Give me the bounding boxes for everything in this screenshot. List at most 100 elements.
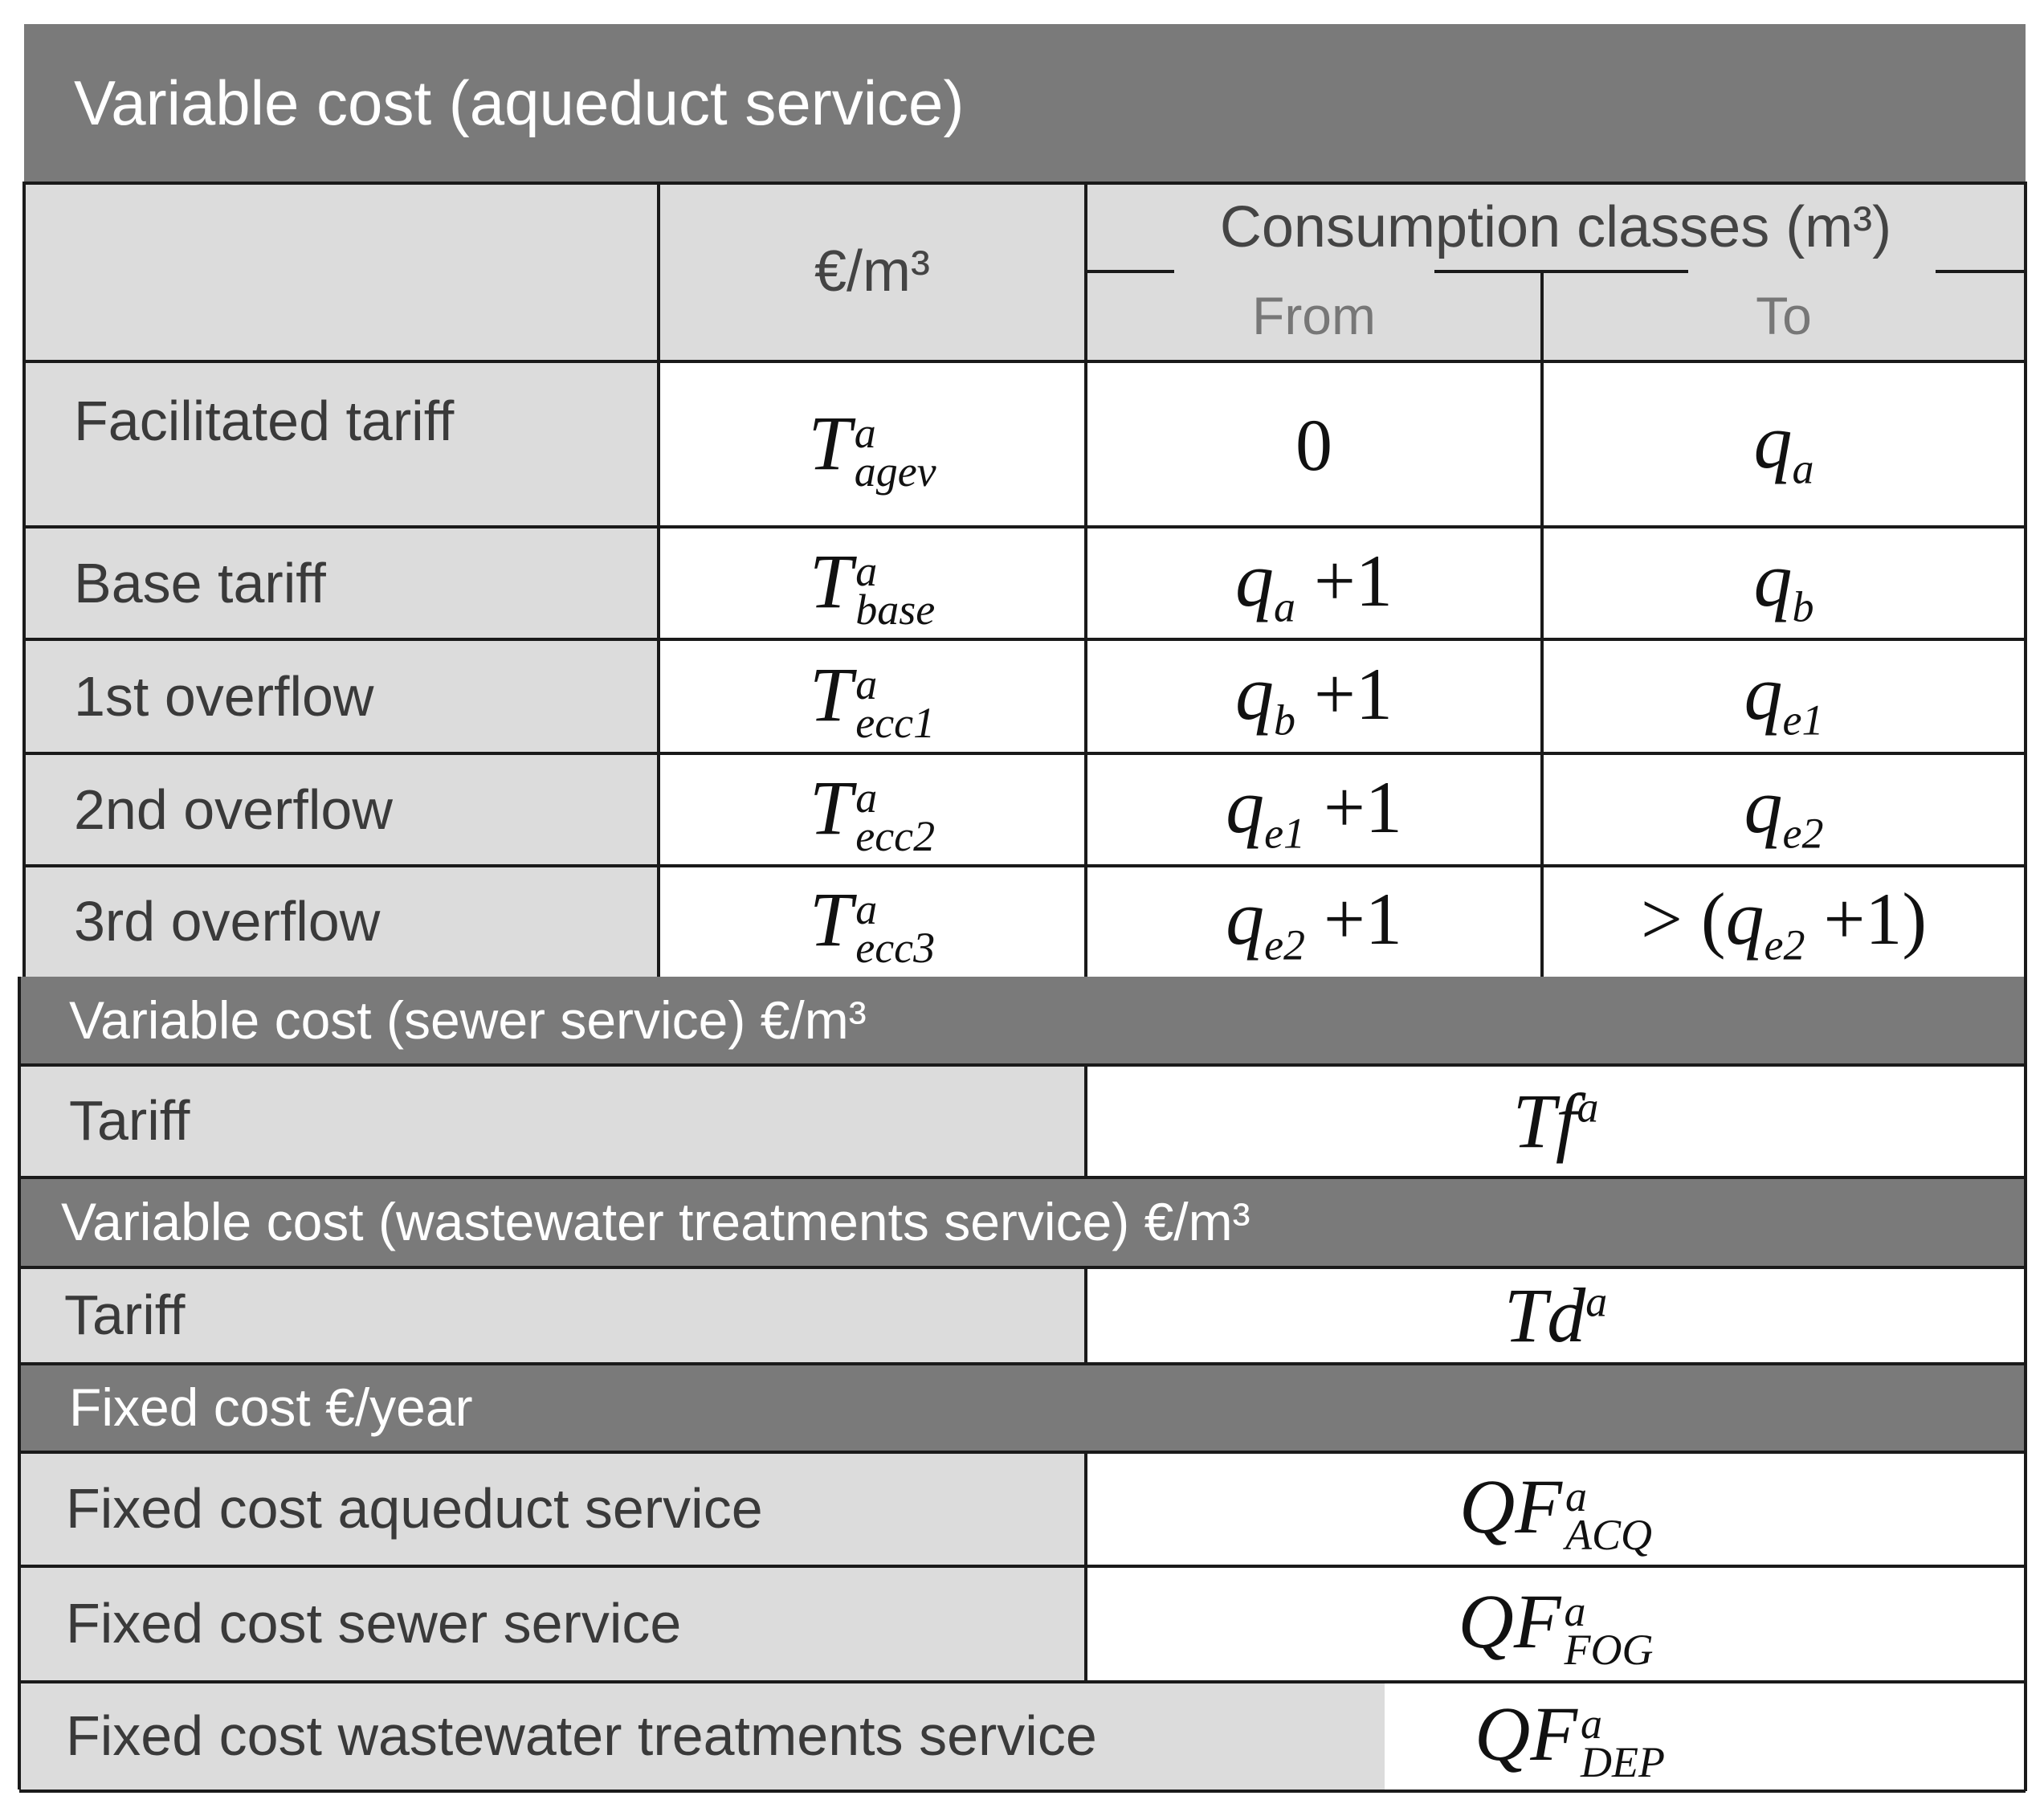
h-rule <box>19 1790 2026 1793</box>
row-to-value: > (qe2 +1) <box>1641 873 1927 969</box>
h-rule <box>19 1266 2026 1269</box>
row-from-cell: qe1 +1 <box>1086 753 1542 866</box>
h-rule <box>19 1176 2026 1179</box>
v-rule <box>18 977 21 1790</box>
sewer-header-band: Variable cost (sewer service) €/m³ <box>19 977 2026 1063</box>
row-to-value: qe2 <box>1744 761 1824 858</box>
fixed-symbol-base: QF <box>1459 1463 1562 1550</box>
fixed-symbol: QF a FOG <box>1458 1577 1654 1675</box>
row-to-value: qe1 <box>1744 648 1824 745</box>
aqueduct-header-band: Variable cost (aqueduct service) <box>24 24 2026 182</box>
v-rule <box>657 182 660 977</box>
row-from-var: q <box>1235 536 1275 622</box>
fixed-symbol-sup: a <box>1580 1699 1602 1748</box>
row-label-cell: 1st overflow <box>24 639 659 753</box>
fixed-label: Fixed cost wastewater treatments service <box>66 1704 1097 1767</box>
row-label-cell: Facilitated tariff <box>24 363 659 527</box>
row-to-cell: qe2 <box>1542 753 2026 866</box>
header-classes-label: Consumption classes (m³) <box>1219 195 1892 259</box>
header-from-label: From <box>1252 286 1376 345</box>
fixed-symbol-base: QF <box>1458 1578 1561 1665</box>
row-to-sub: e2 <box>1764 920 1805 969</box>
row-to-cell: qa <box>1542 363 2026 527</box>
sewer-title: Variable cost (sewer service) €/m³ <box>69 990 867 1050</box>
fixed-symbol-cell: QF a ACQ <box>1086 1452 2026 1565</box>
h-rule <box>19 1451 2026 1454</box>
row-symbol-sup: a <box>855 546 878 595</box>
fixed-symbol-sub: FOG <box>1564 1626 1654 1675</box>
row-symbol-base: T <box>809 765 853 851</box>
row-label: Facilitated tariff <box>74 390 455 452</box>
fixed-label-cell: Fixed cost aqueduct service <box>19 1452 1086 1565</box>
row-symbol-sub: base <box>855 586 936 635</box>
row-from-plus: +1 <box>1305 877 1402 960</box>
fixed-symbol-cell: QF a DEP <box>1385 1682 2026 1790</box>
h-rule <box>19 1063 2026 1067</box>
fixed-symbol-sup: a <box>1564 1586 1586 1635</box>
fixed-symbol-scripts: a ACQ <box>1565 1471 1652 1560</box>
row-symbol-base: T <box>809 876 853 963</box>
fixed-label: Fixed cost aqueduct service <box>66 1477 763 1540</box>
row-symbol-sub: ecc2 <box>855 812 936 861</box>
fixed-symbol-sub: ACQ <box>1565 1511 1652 1560</box>
fixed-label-cell: Fixed cost sewer service <box>19 1566 1086 1680</box>
header-to-cell: To <box>1542 271 2026 360</box>
row-to-var: q <box>1753 398 1793 484</box>
row-to-var: q <box>1753 536 1793 622</box>
row-from-cell: qb +1 <box>1086 639 1542 753</box>
wastewater-label-cell: Tariff <box>19 1267 1086 1362</box>
classes-underline-left <box>1086 270 1174 273</box>
row-to-prefix: > ( <box>1640 877 1726 960</box>
fixed-symbol-sub: DEP <box>1580 1738 1665 1787</box>
sewer-symbol: Tfa <box>1512 1076 1598 1165</box>
row-label-cell: Base tariff <box>24 527 659 639</box>
fixed-symbol-base: QF <box>1475 1691 1577 1777</box>
aqueduct-title: Variable cost (aqueduct service) <box>74 67 965 138</box>
sewer-symbol-cell: Tfa <box>1086 1065 2026 1176</box>
fixed-symbol-sup: a <box>1565 1471 1587 1520</box>
row-from-var: q <box>1235 649 1275 736</box>
row-from-number: 0 <box>1295 404 1332 486</box>
row-symbol-scripts: a ecc1 <box>855 663 935 745</box>
row-to-sub: a <box>1792 444 1814 493</box>
h-rule <box>19 1362 2026 1365</box>
row-from-var: q <box>1226 762 1265 849</box>
h-rule <box>24 752 2026 755</box>
row-to-var: q <box>1744 649 1783 736</box>
v-rule <box>1084 182 1087 977</box>
fixed-symbol: QF a ACQ <box>1459 1462 1652 1560</box>
row-from-cell: 0 <box>1086 363 1542 527</box>
h-rule <box>24 525 2026 528</box>
row-to-var: q <box>1725 874 1765 961</box>
row-symbol-sup: a <box>854 408 876 457</box>
header-unit-cell: €/m³ <box>659 183 1086 360</box>
sewer-symbol-base: Tf <box>1512 1077 1577 1164</box>
row-label-cell: 2nd overflow <box>24 753 659 866</box>
row-label: Base tariff <box>74 552 326 614</box>
row-to-cell: qb <box>1542 527 2026 639</box>
header-classes-cell: Consumption classes (m³) <box>1086 183 2026 271</box>
h-rule <box>24 638 2026 641</box>
row-to-sub: e1 <box>1782 696 1824 745</box>
v-rule <box>2024 182 2027 1791</box>
v-rule <box>1084 1266 1087 1362</box>
sewer-symbol-sup: a <box>1577 1082 1599 1131</box>
v-rule <box>1540 270 1544 977</box>
row-to-var: q <box>1744 762 1783 849</box>
row-from-cell: qe2 +1 <box>1086 866 1542 977</box>
row-from-value: qe1 +1 <box>1226 761 1402 858</box>
row-symbol-scripts: a ecc3 <box>855 888 936 973</box>
fixed-symbol-scripts: a DEP <box>1580 1699 1665 1787</box>
row-label-cell: 3rd overflow <box>24 866 659 977</box>
row-to-sub: e2 <box>1782 809 1824 858</box>
wastewater-symbol-base: Td <box>1503 1271 1586 1358</box>
fixed-label: Fixed cost sewer service <box>66 1592 682 1655</box>
wastewater-symbol-sup: a <box>1585 1276 1608 1325</box>
row-symbol-sub: ecc3 <box>855 924 936 973</box>
